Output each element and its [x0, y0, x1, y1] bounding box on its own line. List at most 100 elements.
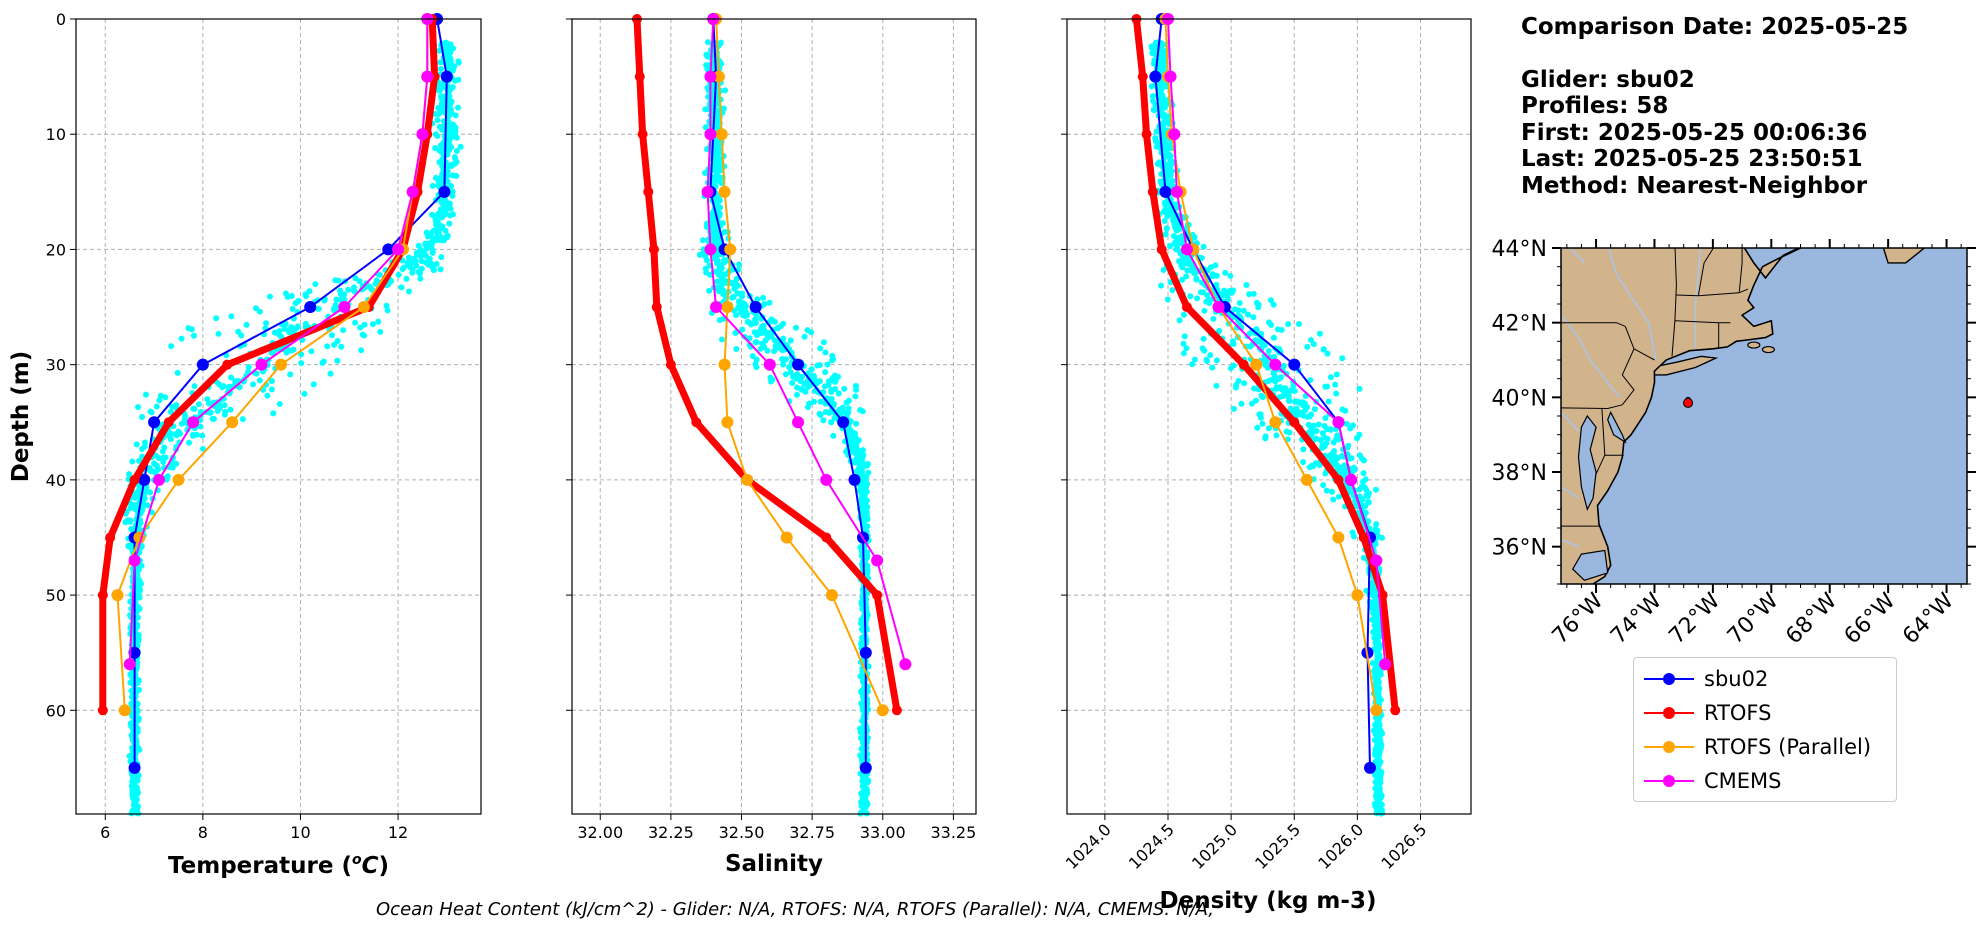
scatter-point	[361, 332, 368, 339]
scatter-point	[331, 341, 338, 348]
data-point	[1370, 704, 1383, 717]
scatter-point	[1308, 462, 1315, 469]
scatter-point	[156, 455, 163, 462]
scatter-point	[743, 312, 750, 319]
scatter-point	[301, 390, 308, 397]
scatter-point	[441, 204, 448, 211]
scatter-point	[298, 351, 305, 358]
scatter-point	[310, 381, 317, 388]
scatter-point	[437, 81, 444, 88]
data-point	[1390, 705, 1401, 716]
scatter-point	[799, 386, 806, 393]
data-point	[1333, 474, 1344, 485]
legend-label: RTOFS	[1704, 701, 1772, 725]
scatter-point	[190, 332, 197, 339]
scatter-point	[1229, 338, 1236, 345]
scatter-point	[122, 519, 129, 526]
scatter-point	[1272, 378, 1279, 385]
data-point	[821, 532, 832, 543]
scatter-point	[704, 65, 711, 72]
scatter-point	[239, 416, 246, 423]
profile-panel-2: 32.00 32.25 32.50 32.75 33.00 33.25 Salinity	[566, 13, 977, 877]
scatter-point	[1310, 341, 1317, 348]
series-sbu02	[704, 13, 872, 774]
scatter-point	[1379, 534, 1386, 541]
scatter-point	[1358, 483, 1365, 490]
legend-swatch	[1644, 664, 1694, 694]
scatter-point	[1327, 426, 1334, 433]
x-tick-label: 1025.0	[1188, 820, 1241, 873]
data-point	[1147, 186, 1158, 197]
scatter-point	[268, 386, 275, 393]
scatter-point	[1213, 357, 1220, 364]
scatter-point	[129, 458, 136, 465]
series-sbu02	[128, 13, 453, 774]
scatter-point	[398, 284, 405, 291]
data-point	[859, 646, 872, 659]
scatter-point	[1370, 609, 1377, 616]
scatter-point	[828, 386, 835, 393]
map-lon-label: 72°W	[1664, 588, 1725, 649]
scatter-point	[1310, 422, 1317, 429]
scatter-point	[1179, 276, 1186, 283]
scatter-point	[308, 348, 315, 355]
scatter-point	[1191, 356, 1198, 363]
scatter-point	[704, 146, 711, 153]
scatter-point	[1241, 380, 1248, 387]
scatter-point	[860, 488, 867, 495]
x-tick-label: 1025.5	[1251, 820, 1304, 873]
scatter-point	[1349, 529, 1356, 536]
data-point	[304, 301, 317, 314]
scatter-point	[804, 404, 811, 411]
scatter-point	[337, 287, 344, 294]
scatter-point	[862, 802, 869, 809]
x-tick-label: 6	[100, 823, 110, 842]
scatter-point	[1373, 521, 1380, 528]
scatter-point	[753, 364, 760, 371]
scatter-point	[433, 260, 440, 267]
scatter-point	[144, 502, 151, 509]
scatter-point	[761, 300, 768, 307]
scatter-point	[417, 253, 424, 260]
scatter-point	[451, 154, 458, 161]
scatter-point	[1283, 428, 1290, 435]
data-point	[172, 473, 185, 486]
scatter-point	[1295, 320, 1302, 327]
scatter-point	[1321, 423, 1328, 430]
scatter-point	[780, 335, 787, 342]
scatter-point	[352, 319, 359, 326]
scatter-point	[1316, 330, 1323, 337]
data-point	[97, 705, 108, 716]
scatter-point	[335, 277, 342, 284]
scatter-point	[828, 357, 835, 364]
scatter-point	[729, 294, 736, 301]
scatter-point	[450, 161, 457, 168]
scatter-point	[303, 293, 310, 300]
scatter-point	[436, 87, 443, 94]
scatter-point	[1230, 287, 1237, 294]
ohc-text: Ocean Heat Content (kJ/cm^2) - Glider: N…	[376, 899, 1215, 920]
scatter-point	[131, 798, 138, 805]
scatter-point	[860, 783, 867, 790]
scatter-point	[405, 254, 412, 261]
data-point	[105, 532, 116, 543]
scatter-point	[207, 409, 214, 416]
scatter-point	[1251, 385, 1258, 392]
scatter-point	[162, 394, 169, 401]
scatter-point	[430, 267, 437, 274]
scatter-point	[1193, 276, 1200, 283]
legend-item-rtofs: RTOFS	[1644, 698, 1771, 728]
scatter-point	[1375, 761, 1382, 768]
legend-label: RTOFS (Parallel)	[1704, 735, 1872, 759]
scatter-point	[178, 335, 185, 342]
scatter-point	[289, 305, 296, 312]
series-line	[706, 18, 907, 665]
legend-item-rtofs-parallel: RTOFS (Parallel)	[1644, 732, 1871, 762]
profile-count: Profiles: 58	[1521, 93, 1669, 119]
scatter-point	[714, 231, 721, 238]
scatter-point	[1180, 311, 1187, 318]
scatter-point	[1378, 807, 1385, 814]
scatter-point	[789, 379, 796, 386]
data-point	[820, 473, 833, 486]
scatter-point	[159, 448, 166, 455]
